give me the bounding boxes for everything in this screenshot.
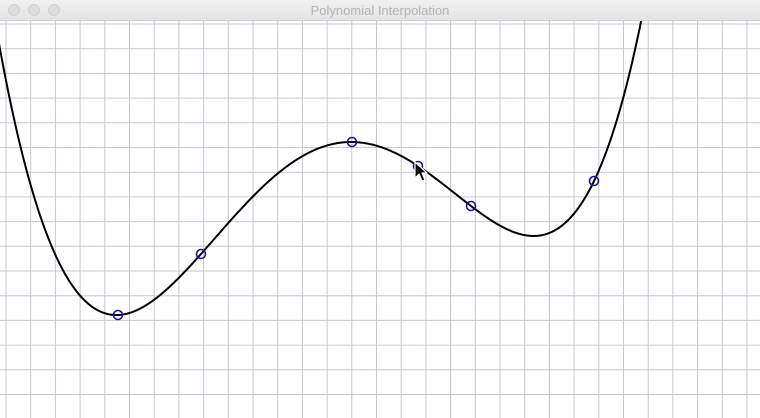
control-point[interactable]	[588, 175, 600, 187]
plot-canvas[interactable]	[0, 21, 760, 418]
control-point[interactable]	[346, 136, 358, 148]
window-title: Polynomial Interpolation	[310, 3, 450, 18]
title-bar[interactable]: Polynomial Interpolation	[0, 0, 760, 21]
control-point[interactable]	[112, 309, 124, 321]
interpolation-curve	[0, 21, 643, 317]
zoom-button[interactable]	[48, 4, 60, 16]
minimize-button[interactable]	[28, 4, 40, 16]
close-button[interactable]	[8, 4, 20, 16]
grid-lines	[0, 21, 760, 418]
arrow-pointer-icon	[414, 161, 428, 182]
control-point[interactable]	[465, 200, 477, 212]
control-point[interactable]	[195, 248, 207, 260]
control-points[interactable]	[112, 136, 600, 321]
